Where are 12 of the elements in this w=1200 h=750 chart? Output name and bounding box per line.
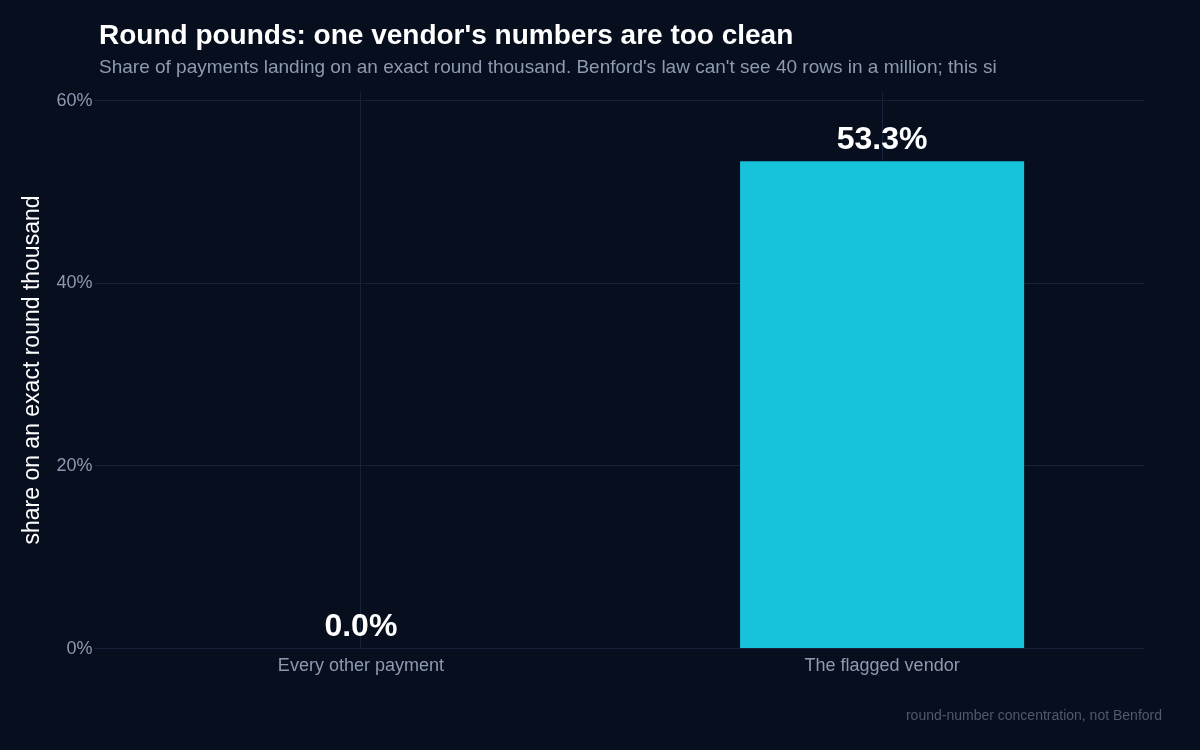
chart-subtitle: Share of payments landing on an exact round thousand. Benford's law can't see 40 rows in a million; this si [99, 56, 997, 77]
data-label: 53.3% [836, 120, 928, 157]
chart-title: Round pounds: one vendor's numbers are too clean [99, 19, 794, 50]
y-tick-label: 40% [56, 272, 93, 293]
y-tick-label: 0% [66, 637, 93, 658]
x-tick-label: Every other payment [277, 654, 444, 675]
x-tick-label: The flagged vendor [804, 654, 960, 675]
y-axis-title: share on an exact round thousand [18, 195, 45, 545]
data-label: 0.0% [324, 607, 398, 643]
text: round-number concentration, not Benford [905, 707, 1162, 723]
y-tick-label: 60% [56, 89, 93, 110]
y-tick-label: 20% [56, 454, 93, 475]
